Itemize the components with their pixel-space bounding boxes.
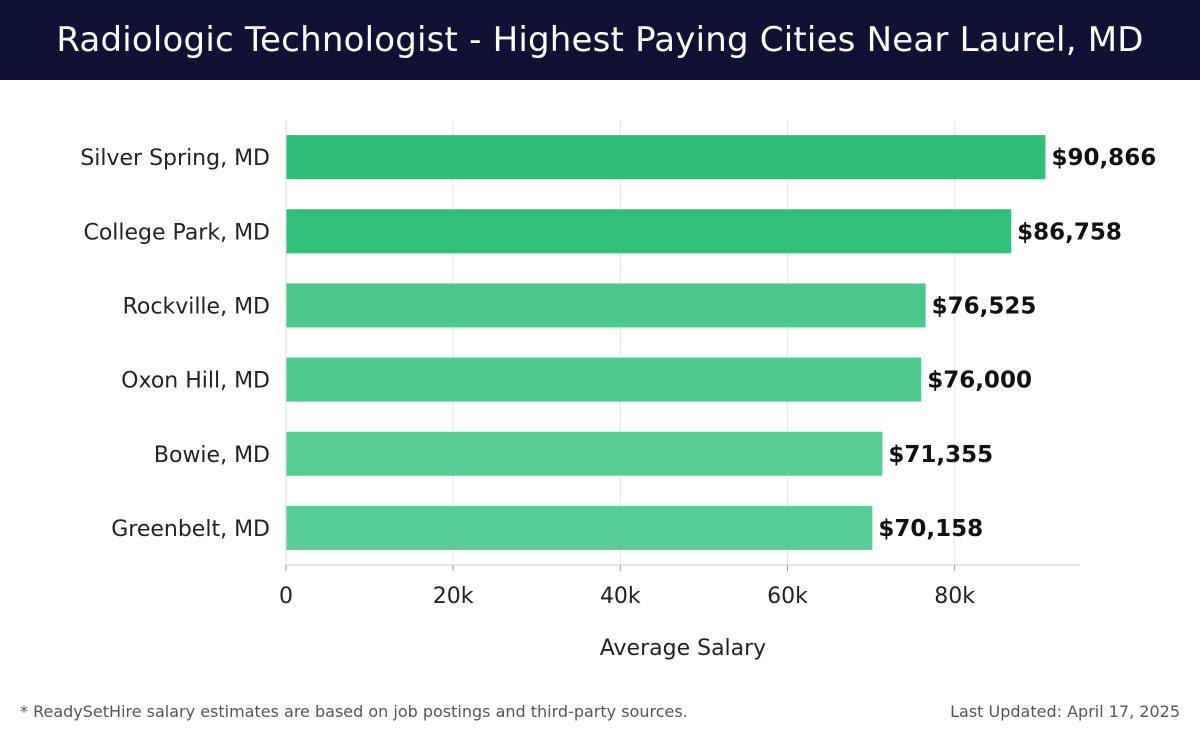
value-label: $86,758 <box>1017 219 1122 245</box>
x-tick-label: 0 <box>279 584 293 609</box>
x-tick-label: 20k <box>433 584 474 609</box>
bars <box>286 135 1046 550</box>
category-label: Oxon Hill, MD <box>121 369 270 394</box>
grid-lines <box>285 120 956 565</box>
x-axis-label: Average Salary <box>600 636 766 661</box>
value-label: $70,158 <box>878 516 983 542</box>
category-label: Rockville, MD <box>123 294 270 319</box>
chart-title: Radiologic Technologist - Highest Paying… <box>56 20 1144 60</box>
value-label: $76,000 <box>927 368 1032 394</box>
bar <box>286 431 883 476</box>
value-label: $76,525 <box>932 293 1037 319</box>
category-labels: Silver Spring, MD College Park, MD Rockvil… <box>80 146 270 542</box>
bar <box>286 135 1046 180</box>
x-tick-label: 60k <box>767 584 808 609</box>
bar <box>286 283 926 328</box>
x-tick-label: 80k <box>934 584 975 609</box>
chart-header: Radiologic Technologist - Highest Paying… <box>0 0 1200 80</box>
category-label: Bowie, MD <box>154 443 270 468</box>
bar <box>286 209 1012 254</box>
category-label: College Park, MD <box>83 220 270 245</box>
bar <box>286 505 873 550</box>
category-label: Greenbelt, MD <box>111 517 270 542</box>
bar-chart: 0 20k 40k 60k 80k Silver Spring, MD College P… <box>80 120 1156 661</box>
value-label: $90,866 <box>1051 145 1156 171</box>
footer-note: * ReadySetHire salary estimates are base… <box>20 702 688 721</box>
value-labels: $90,866 $86,758 $76,525 $76,000 $71,355 $70,1… <box>878 145 1156 542</box>
x-axis: 0 20k 40k 60k 80k <box>279 120 1080 609</box>
value-label: $71,355 <box>888 442 993 468</box>
x-tick-label: 40k <box>600 584 641 609</box>
category-label: Silver Spring, MD <box>80 146 270 171</box>
last-updated: Last Updated: April 17, 2025 <box>950 702 1180 721</box>
bar <box>286 357 922 402</box>
